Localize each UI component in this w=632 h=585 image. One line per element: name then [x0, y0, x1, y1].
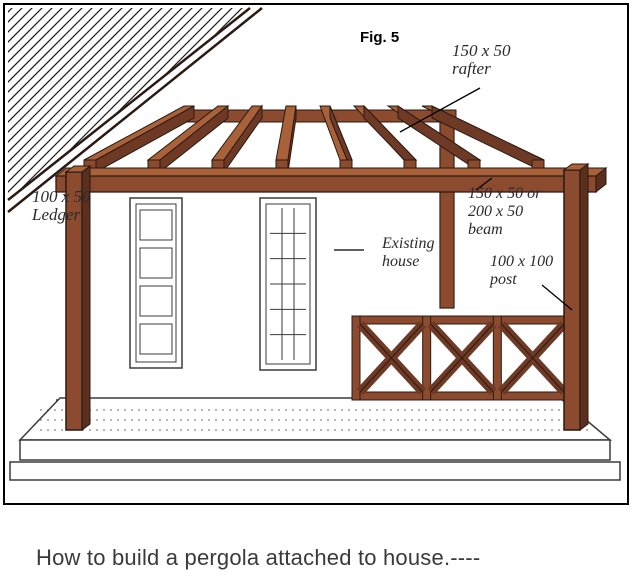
caption-text: How to build a pergola attached to house…: [36, 545, 480, 571]
figure-label: Fig. 5: [360, 29, 399, 46]
callout-post: 100 x 100post: [489, 253, 553, 288]
callout-rafter: 150 x 50rafter: [452, 41, 511, 78]
callout-house: Existinghouse: [381, 235, 434, 270]
callout-beam: 150 x 50 or200 x 50beam: [468, 185, 542, 238]
